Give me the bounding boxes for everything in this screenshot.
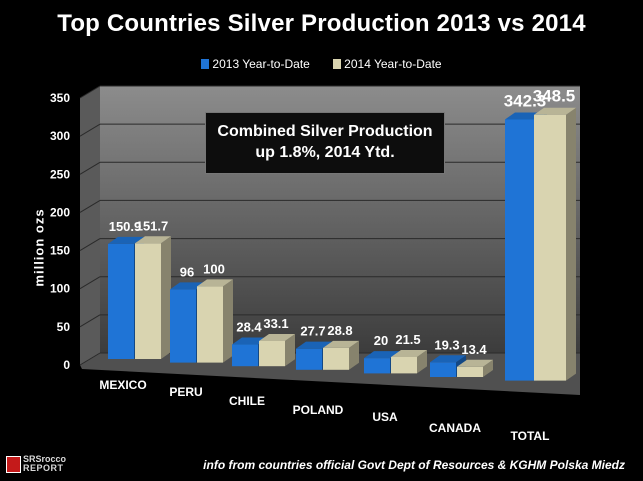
bar-side [349, 340, 359, 370]
bar-side [566, 107, 576, 381]
bar [364, 358, 390, 374]
legend-label-2013: 2013 Year-to-Date [212, 57, 310, 71]
data-label: 96 [180, 264, 194, 279]
y-tick-label: 300 [50, 129, 70, 143]
bar [108, 243, 134, 359]
logo-badge-icon [6, 456, 21, 473]
x-tick-label: PERU [169, 385, 202, 399]
legend: 2013 Year-to-Date 2014 Year-to-Date [0, 57, 643, 71]
bar-top [108, 236, 144, 244]
y-tick-label: 50 [57, 320, 71, 334]
bar-side [285, 333, 295, 367]
data-label: 33.1 [263, 316, 288, 331]
legend-swatch-2013 [201, 59, 210, 69]
gridline-side [79, 123, 101, 137]
bar [391, 356, 417, 374]
legend-swatch-2014 [333, 59, 342, 69]
legend-item-2013: 2013 Year-to-Date [201, 57, 310, 71]
data-label: 13.4 [461, 342, 487, 357]
bar-top [197, 279, 233, 287]
bar-top [364, 351, 400, 359]
data-label: 28.8 [327, 323, 352, 338]
y-tick-label: 150 [50, 244, 70, 258]
bar [457, 366, 483, 377]
y-tick-label: 100 [50, 282, 70, 296]
legend-label-2014: 2014 Year-to-Date [344, 57, 442, 71]
bar [296, 348, 322, 370]
gridline-side [79, 314, 101, 328]
y-tick-label: 350 [50, 91, 70, 105]
x-tick-label: MEXICO [99, 378, 146, 392]
gridline-side [79, 352, 101, 366]
bar-top [323, 340, 359, 348]
bar [505, 119, 537, 381]
bar [323, 347, 349, 370]
annotation-box: Combined Silver Production up 1.8%, 2014… [205, 112, 445, 174]
data-label: 20 [374, 333, 388, 348]
data-label: 27.7 [300, 324, 325, 339]
gridline-side [79, 161, 101, 175]
gridline-side [79, 238, 101, 252]
bar [232, 344, 258, 367]
x-tick-label: POLAND [293, 403, 344, 417]
y-tick-label: 200 [50, 205, 70, 219]
bar [197, 286, 223, 363]
chart-side-wall [80, 86, 100, 365]
data-label: 100 [203, 261, 225, 276]
bar [534, 114, 566, 381]
bar [135, 243, 161, 359]
chart-title: Top Countries Silver Production 2013 vs … [57, 10, 586, 37]
legend-item-2014: 2014 Year-to-Date [333, 57, 442, 71]
bar-side [161, 236, 171, 359]
gridline-side [79, 199, 101, 213]
x-tick-label: CHILE [229, 394, 265, 408]
bar-side [417, 349, 427, 374]
bar-top [457, 359, 493, 367]
data-label: 342.3 [504, 91, 547, 110]
annotation-line-2: up 1.8%, 2014 Ytd. [255, 144, 395, 161]
gridline-side [79, 85, 101, 99]
bar-top [391, 349, 427, 357]
data-label: 150.9 [109, 219, 142, 234]
x-tick-label: TOTAL [511, 429, 550, 443]
x-tick-label: CANADA [429, 421, 481, 435]
bar-top [259, 333, 295, 341]
bar-side [223, 279, 233, 363]
data-label: 151.7 [136, 218, 169, 233]
data-label: 28.4 [236, 320, 262, 335]
bar [430, 362, 456, 377]
data-label: 21.5 [395, 332, 420, 347]
srsrocco-logo: SRSrocco REPORT [6, 454, 67, 476]
bar [259, 340, 285, 367]
source-note: info from countries official Govt Dept o… [203, 458, 625, 472]
logo-text-bottom: REPORT [23, 463, 64, 473]
y-axis-label: million ozs [31, 208, 47, 287]
bar-top [430, 355, 466, 363]
bar [170, 289, 196, 363]
y-tick-label: 0 [63, 358, 70, 372]
bar-top [296, 341, 332, 349]
annotation-line-1: Combined Silver Production [217, 123, 433, 140]
data-label: 348.5 [533, 87, 576, 106]
data-label: 19.3 [434, 337, 459, 352]
bar-top [534, 107, 576, 115]
logo-text-top: SRSrocco [23, 454, 67, 464]
y-tick-label: 250 [50, 167, 70, 181]
x-tick-label: USA [372, 410, 398, 424]
gridline-side [79, 276, 101, 290]
bar-side [483, 359, 493, 377]
bar-top [135, 236, 171, 244]
